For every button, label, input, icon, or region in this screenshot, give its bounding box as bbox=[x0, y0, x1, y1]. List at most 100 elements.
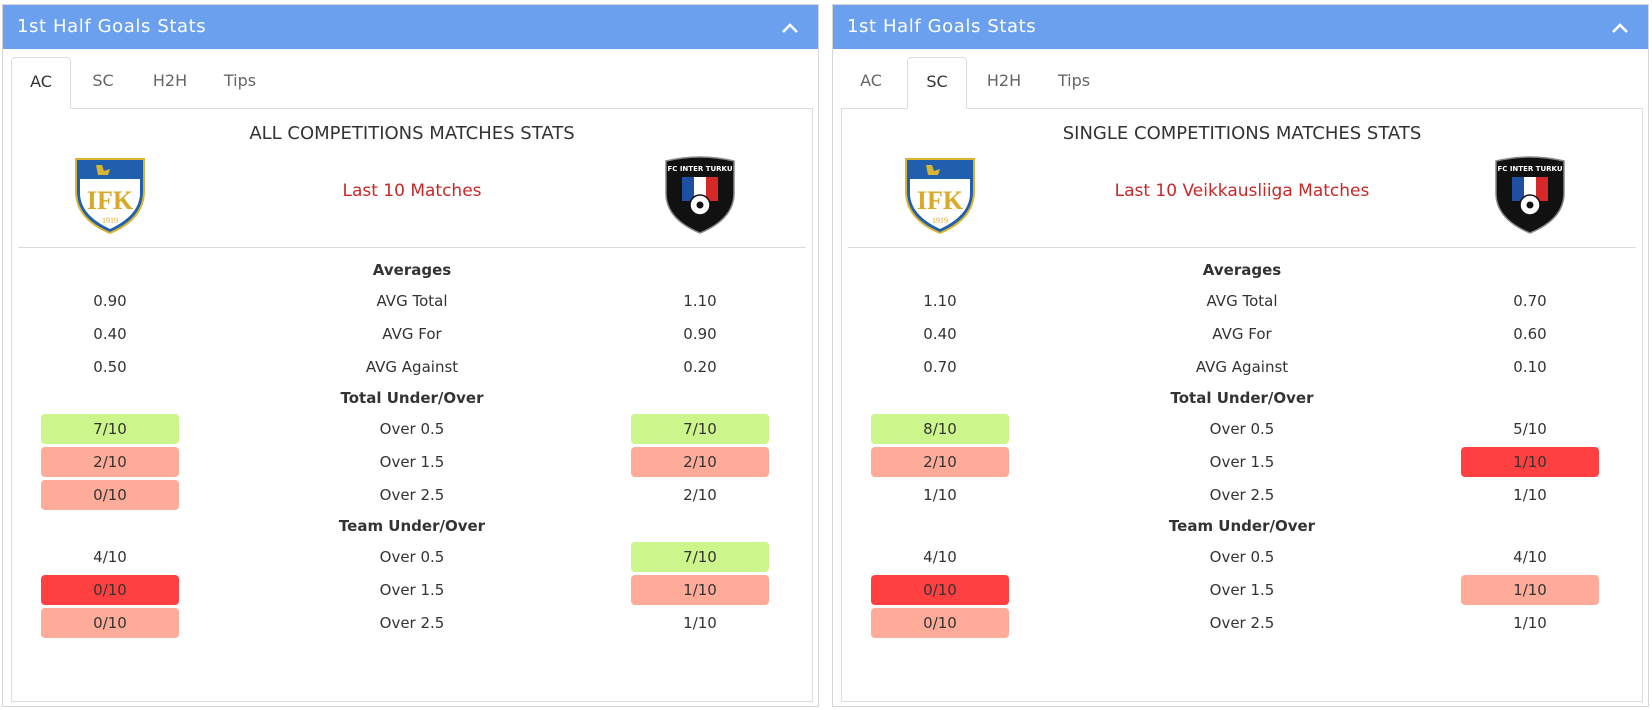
group-title: Total Under/Over bbox=[1170, 389, 1314, 407]
stat-label: Over 2.5 bbox=[1209, 614, 1275, 632]
home-value: 0/10 bbox=[41, 608, 179, 638]
stat-label: AVG Against bbox=[365, 358, 459, 376]
home-value: 0/10 bbox=[871, 575, 1009, 605]
stat-row: 0.70 AVG Against 0.10 bbox=[842, 351, 1642, 383]
section-title: ALL COMPETITIONS MATCHES STATS bbox=[249, 123, 575, 144]
group-title: Averages bbox=[1202, 261, 1282, 279]
panel-title: 1st Half Goals Stats bbox=[17, 16, 207, 37]
away-value: 5/10 bbox=[1513, 420, 1547, 438]
stat-label: Over 2.5 bbox=[1209, 486, 1275, 504]
svg-text:FC INTER TURKU: FC INTER TURKU bbox=[1497, 165, 1562, 173]
away-value: 2/10 bbox=[631, 447, 769, 477]
stat-label: Over 0.5 bbox=[1209, 420, 1275, 438]
fc-inter-turku-crest-icon: FC INTER TURKU bbox=[1495, 156, 1565, 234]
stat-label: Over 1.5 bbox=[1209, 453, 1275, 471]
stat-row: 0.40 AVG For 0.90 bbox=[12, 318, 812, 350]
tab-content: ALL COMPETITIONS MATCHES STATS IFK 1919 … bbox=[11, 108, 813, 702]
stat-label: Over 2.5 bbox=[379, 614, 445, 632]
svg-text:IFK: IFK bbox=[917, 186, 964, 215]
tab-content: SINGLE COMPETITIONS MATCHES STATS IFK 19… bbox=[841, 108, 1643, 702]
stats-panel-single-competition: 1st Half Goals Stats AC SC H2H Tips SING… bbox=[832, 4, 1649, 707]
svg-text:1919: 1919 bbox=[932, 216, 948, 225]
stat-row: 0/10 Over 1.5 1/10 bbox=[12, 574, 812, 606]
stat-row: 8/10 Over 0.5 5/10 bbox=[842, 413, 1642, 445]
tab-h2h[interactable]: H2H bbox=[152, 71, 188, 90]
stat-row: 2/10 Over 1.5 1/10 bbox=[842, 446, 1642, 478]
fc-inter-turku-crest-icon: FC INTER TURKU bbox=[665, 156, 735, 234]
stat-row: 0/10 Over 2.5 2/10 bbox=[12, 479, 812, 511]
stat-row: 0/10 Over 1.5 1/10 bbox=[842, 574, 1642, 606]
tab-tips[interactable]: Tips bbox=[1057, 71, 1091, 90]
stat-row: 1/10 Over 2.5 1/10 bbox=[842, 479, 1642, 511]
home-value: 2/10 bbox=[871, 447, 1009, 477]
home-value: 4/10 bbox=[923, 548, 957, 566]
away-value: 4/10 bbox=[1513, 548, 1547, 566]
tab-ac[interactable]: AC bbox=[860, 71, 882, 90]
stat-row: 0/10 Over 2.5 1/10 bbox=[12, 607, 812, 639]
home-value: 0.70 bbox=[923, 358, 957, 376]
away-value: 1/10 bbox=[683, 614, 717, 632]
svg-text:FC INTER TURKU: FC INTER TURKU bbox=[667, 165, 732, 173]
stat-row: 1.10 AVG Total 0.70 bbox=[842, 285, 1642, 317]
stat-label: AVG For bbox=[1212, 325, 1272, 343]
stat-label: Over 1.5 bbox=[379, 453, 445, 471]
away-value: 0.10 bbox=[1513, 358, 1547, 376]
svg-text:1919: 1919 bbox=[102, 216, 118, 225]
away-value: 7/10 bbox=[631, 542, 769, 572]
home-value: 0.40 bbox=[923, 325, 957, 343]
stat-label: Over 0.5 bbox=[379, 548, 445, 566]
group-title: Team Under/Over bbox=[1168, 517, 1316, 535]
home-value: 0.40 bbox=[93, 325, 127, 343]
home-value: 0/10 bbox=[41, 575, 179, 605]
home-value: 1/10 bbox=[923, 486, 957, 504]
tab-h2h[interactable]: H2H bbox=[986, 71, 1022, 90]
away-value: 0.60 bbox=[1513, 325, 1547, 343]
away-value: 1/10 bbox=[631, 575, 769, 605]
away-value: 1/10 bbox=[1513, 486, 1547, 504]
away-value: 0.20 bbox=[683, 358, 717, 376]
tab-sc[interactable]: SC bbox=[92, 71, 114, 90]
panel-title: 1st Half Goals Stats bbox=[847, 16, 1037, 37]
matches-subtitle: Last 10 Matches bbox=[342, 181, 482, 201]
stat-row: 0.40 AVG For 0.60 bbox=[842, 318, 1642, 350]
panel-header[interactable]: 1st Half Goals Stats bbox=[3, 5, 818, 49]
home-value: 7/10 bbox=[41, 414, 179, 444]
home-value: 0/10 bbox=[41, 480, 179, 510]
matches-subtitle: Last 10 Veikkausliiga Matches bbox=[1114, 181, 1370, 201]
away-value: 7/10 bbox=[631, 414, 769, 444]
stat-row: 0.50 AVG Against 0.20 bbox=[12, 351, 812, 383]
tab-ac[interactable]: AC bbox=[11, 57, 71, 109]
stat-row: 0/10 Over 2.5 1/10 bbox=[842, 607, 1642, 639]
section-title: SINGLE COMPETITIONS MATCHES STATS bbox=[1062, 123, 1422, 144]
stat-label: Over 1.5 bbox=[1209, 581, 1275, 599]
stat-label: AVG Total bbox=[1206, 292, 1278, 310]
stat-label: Over 0.5 bbox=[1209, 548, 1275, 566]
chevron-up-icon[interactable] bbox=[780, 19, 800, 37]
away-value: 1.10 bbox=[683, 292, 717, 310]
home-value: 4/10 bbox=[93, 548, 127, 566]
ifk-crest-icon: IFK 1919 bbox=[905, 158, 975, 235]
divider bbox=[848, 247, 1636, 248]
stat-row: 7/10 Over 0.5 7/10 bbox=[12, 413, 812, 445]
away-value: 1/10 bbox=[1513, 614, 1547, 632]
stat-row: 0.90 AVG Total 1.10 bbox=[12, 285, 812, 317]
group-title: Averages bbox=[372, 261, 452, 279]
tab-tips[interactable]: Tips bbox=[223, 71, 257, 90]
stat-label: AVG For bbox=[382, 325, 442, 343]
stat-row: 2/10 Over 1.5 2/10 bbox=[12, 446, 812, 478]
panel-header[interactable]: 1st Half Goals Stats bbox=[833, 5, 1648, 49]
group-title: Team Under/Over bbox=[338, 517, 486, 535]
away-value: 2/10 bbox=[683, 486, 717, 504]
tab-sc[interactable]: SC bbox=[907, 57, 967, 109]
away-value: 1/10 bbox=[1461, 447, 1599, 477]
stat-row: 4/10 Over 0.5 4/10 bbox=[842, 541, 1642, 573]
home-value: 0/10 bbox=[871, 608, 1009, 638]
stat-label: Over 0.5 bbox=[379, 420, 445, 438]
away-value: 1/10 bbox=[1461, 575, 1599, 605]
stats-panel-all-competitions: 1st Half Goals Stats AC SC H2H Tips ALL … bbox=[2, 4, 819, 707]
chevron-up-icon[interactable] bbox=[1610, 19, 1630, 37]
stat-label: Over 2.5 bbox=[379, 486, 445, 504]
ifk-crest-icon: IFK 1919 bbox=[75, 158, 145, 235]
home-value: 2/10 bbox=[41, 447, 179, 477]
stat-row: 4/10 Over 0.5 7/10 bbox=[12, 541, 812, 573]
